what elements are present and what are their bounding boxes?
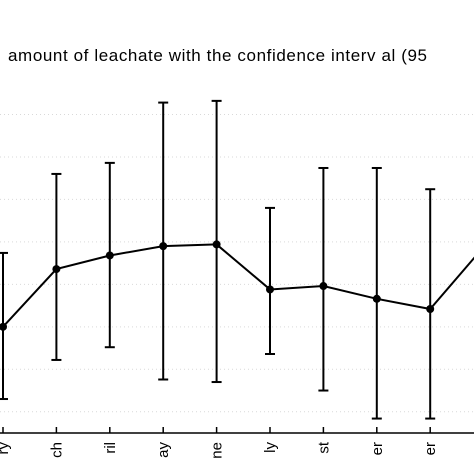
grid-lines [0, 113, 474, 413]
data-points [0, 240, 435, 331]
error-bar [425, 188, 436, 420]
data-point [105, 251, 114, 260]
series-line [2, 243, 474, 328]
x-tick-label: ril [102, 442, 119, 454]
data-point [212, 240, 221, 249]
x-tick-labels: ry ch ril ay ne ly st er er [0, 427, 439, 459]
data-point [426, 304, 435, 313]
x-tick-label: ly [262, 442, 279, 453]
x-tick-label: er [369, 442, 386, 455]
x-tick-label: ch [48, 442, 65, 458]
error-bar [371, 166, 382, 420]
error-bars [0, 99, 436, 420]
error-bar [318, 166, 329, 392]
x-tick-label: st [315, 441, 332, 454]
data-point [0, 322, 7, 331]
x-tick-label: ne [209, 442, 226, 459]
data-point [159, 242, 168, 251]
data-point [372, 294, 381, 303]
x-tick-label: ay [155, 442, 172, 458]
x-tick-label: er [422, 442, 439, 455]
data-point [266, 285, 274, 294]
error-bar [158, 101, 169, 381]
chart-title: amount of leachate with the confidence i… [8, 46, 428, 65]
data-point [52, 265, 61, 274]
x-tick-label: ry [0, 442, 12, 455]
error-bar [265, 206, 275, 356]
data-point [319, 282, 328, 291]
